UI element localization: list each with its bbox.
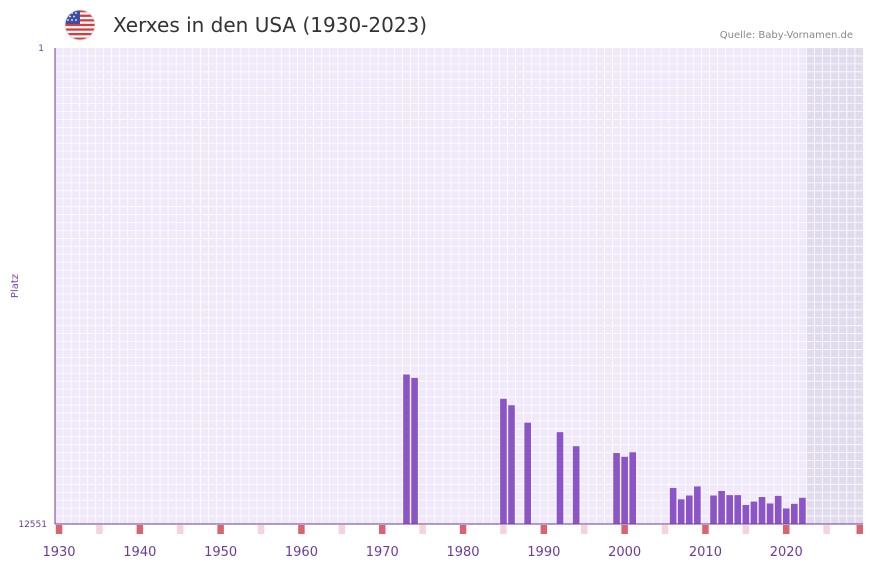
- y-axis-label: Platz: [10, 274, 21, 298]
- grid-lines: [54, 48, 863, 524]
- bar-1985: [500, 398, 507, 524]
- bar-2022: [799, 497, 806, 524]
- bar-2000: [621, 456, 628, 524]
- x-tick-label-1980: 1980: [446, 545, 479, 560]
- bar-2018: [766, 503, 774, 524]
- bar-1988: [524, 422, 531, 524]
- bar-2017: [758, 497, 766, 524]
- marker-strong-1960: [298, 525, 305, 534]
- marker-light-1935: [96, 525, 103, 534]
- marker-strong-2020: [783, 525, 790, 534]
- source-credit: Quelle: Baby-Vornamen.de: [719, 30, 853, 41]
- us-flag-icon: [64, 9, 96, 41]
- x-tick-label-1970: 1970: [366, 545, 399, 560]
- bar-2001: [629, 452, 637, 524]
- bar-2015: [742, 504, 750, 524]
- marker-light-2005: [661, 525, 669, 534]
- bar-1992: [556, 432, 564, 524]
- marker-strong-1990: [540, 525, 548, 534]
- marker-light-1975: [419, 525, 426, 534]
- bar-series: [403, 374, 806, 524]
- bar-2008: [685, 495, 693, 524]
- marker-strong-1970: [379, 525, 386, 534]
- bar-2006: [669, 487, 677, 524]
- chart-title: Xerxes in den USA (1930-2023): [113, 13, 428, 37]
- marker-strong-2000: [621, 525, 628, 534]
- marker-strong-1950: [217, 525, 224, 534]
- bar-2007: [677, 499, 685, 524]
- bar-2009: [694, 486, 701, 524]
- bar-1999: [613, 453, 620, 524]
- marker-strong-2010: [702, 525, 709, 534]
- bar-1974: [411, 377, 418, 524]
- marker-light-1955: [257, 525, 265, 534]
- axes: [54, 48, 863, 525]
- marker-light-1995: [581, 525, 588, 534]
- marker-light-2025: [823, 525, 830, 534]
- bar-1973: [403, 374, 410, 524]
- bar-2014: [734, 495, 742, 524]
- x-axis-ticks: 1930 1940 1950 1960 1970 1980 1990 2000 2010 2020: [42, 545, 802, 560]
- bar-2019: [774, 495, 782, 524]
- bar-2012: [718, 490, 725, 524]
- marker-strong-1980: [459, 525, 467, 534]
- bar-2020: [782, 508, 790, 524]
- marker-strong-2030: [856, 525, 863, 534]
- x-tick-label-1990: 1990: [527, 545, 560, 560]
- marker-strong-1940: [136, 525, 144, 534]
- bar-1994: [572, 446, 580, 524]
- y-tick-label-top: 1: [38, 44, 44, 54]
- marker-light-2015: [742, 525, 750, 534]
- marker-light-1945: [177, 525, 184, 534]
- decade-markers: [55, 525, 863, 534]
- bar-2011: [710, 495, 717, 524]
- bar-2013: [726, 495, 733, 524]
- x-tick-label-1950: 1950: [204, 545, 237, 560]
- y-tick-label-bottom: 12551: [18, 520, 47, 530]
- x-tick-label-1930: 1930: [42, 545, 75, 560]
- marker-strong-1930: [55, 525, 63, 534]
- bar-2016: [750, 501, 758, 524]
- bar-1986: [508, 405, 515, 524]
- marker-light-1985: [500, 525, 507, 534]
- bar-2021: [791, 503, 798, 524]
- chart-header: Xerxes in den USA (1930-2023) Quelle: Ba…: [0, 0, 873, 48]
- x-tick-label-2020: 2020: [770, 545, 803, 560]
- y-axis-ticks: 1 12551 Platz: [10, 44, 47, 530]
- x-tick-label-1960: 1960: [285, 545, 318, 560]
- x-tick-label-2000: 2000: [608, 545, 641, 560]
- x-tick-label-2010: 2010: [689, 545, 722, 560]
- x-tick-label-1940: 1940: [123, 545, 156, 560]
- marker-light-1965: [338, 525, 346, 534]
